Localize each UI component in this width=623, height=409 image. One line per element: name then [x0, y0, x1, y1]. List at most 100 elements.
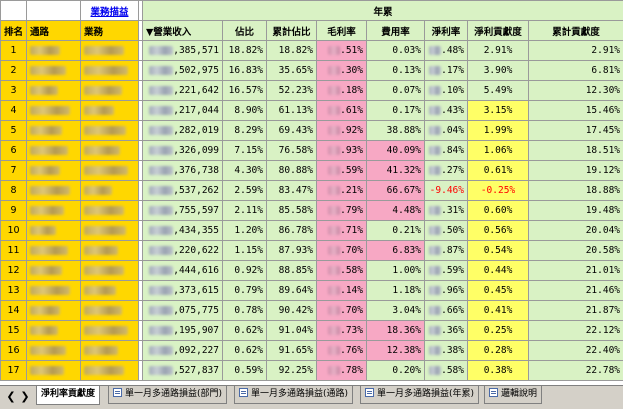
net-rate-cell[interactable]: .84% [424, 140, 468, 161]
channel-cell[interactable] [26, 320, 81, 341]
expense-rate-cell[interactable]: 18.36% [366, 320, 425, 341]
cum-contrib-cell[interactable]: 18.88% [527, 180, 623, 201]
net-rate-cell[interactable]: .17% [424, 60, 468, 81]
cum-contrib-cell[interactable]: 20.58% [527, 240, 623, 261]
net-contrib-cell[interactable]: 0.41% [467, 300, 529, 321]
cum-contrib-cell[interactable]: 21.46% [527, 280, 623, 301]
cum-ratio-cell[interactable]: 89.64% [266, 280, 317, 301]
ratio-cell[interactable]: 0.62% [222, 340, 267, 361]
rank-cell[interactable]: 12 [0, 260, 27, 281]
ratio-cell[interactable]: 0.79% [222, 280, 267, 301]
gross-margin-cell[interactable]: .92% [316, 120, 367, 141]
gross-margin-cell[interactable]: .76% [316, 340, 367, 361]
expense-rate-cell[interactable]: 6.83% [366, 240, 425, 261]
gross-margin-cell[interactable]: .14% [316, 280, 367, 301]
ratio-cell[interactable]: 4.30% [222, 160, 267, 181]
expense-rate-cell[interactable]: 0.20% [366, 360, 425, 381]
expense-rate-cell[interactable]: 1.00% [366, 260, 425, 281]
cum-ratio-cell[interactable]: 52.23% [266, 80, 317, 101]
cum-contrib-cell[interactable]: 20.04% [527, 220, 623, 241]
net-rate-cell[interactable]: .58% [424, 360, 468, 381]
net-contrib-cell[interactable]: 0.28% [467, 340, 529, 361]
revenue-cell[interactable]: ,502,975 [142, 60, 223, 81]
net-contrib-cell[interactable]: 3.15% [467, 100, 529, 121]
biz-cell[interactable] [80, 340, 139, 361]
tab-channel[interactable]: 單一月多通路損益(通路) [234, 386, 354, 404]
expense-rate-cell[interactable]: 38.88% [366, 120, 425, 141]
gross-margin-cell[interactable]: .61% [316, 100, 367, 121]
gross-margin-cell[interactable]: .58% [316, 260, 367, 281]
biz-cell[interactable] [80, 200, 139, 221]
rank-cell[interactable]: 3 [0, 80, 27, 101]
channel-cell[interactable] [26, 100, 81, 121]
cum-ratio-cell[interactable]: 18.82% [266, 40, 317, 61]
expense-rate-cell[interactable]: 3.04% [366, 300, 425, 321]
cum-contrib-cell[interactable]: 22.40% [527, 340, 623, 361]
revenue-cell[interactable]: ,217,044 [142, 100, 223, 121]
net-rate-cell[interactable]: .31% [424, 200, 468, 221]
rank-cell[interactable]: 17 [0, 360, 27, 381]
channel-cell[interactable] [26, 60, 81, 81]
net-contrib-cell[interactable]: -0.25% [467, 180, 529, 201]
cum-ratio-cell[interactable]: 90.42% [266, 300, 317, 321]
net-rate-cell[interactable]: .50% [424, 220, 468, 241]
gross-margin-header[interactable]: 毛利率 [316, 20, 367, 41]
channel-header[interactable]: 通路 [26, 20, 81, 41]
cum-ratio-cell[interactable]: 92.25% [266, 360, 317, 381]
channel-cell[interactable] [26, 360, 81, 381]
expense-rate-cell[interactable]: 0.21% [366, 220, 425, 241]
tab-department[interactable]: 單一月多通路損益(部門) [108, 386, 228, 404]
channel-cell[interactable] [26, 80, 81, 101]
biz-cell[interactable] [80, 180, 139, 201]
gross-margin-cell[interactable]: .71% [316, 220, 367, 241]
biz-cell[interactable] [80, 360, 139, 381]
gross-margin-cell[interactable]: .79% [316, 200, 367, 221]
revenue-cell[interactable]: ,527,837 [142, 360, 223, 381]
ratio-cell[interactable]: 8.90% [222, 100, 267, 121]
cum-contrib-cell[interactable]: 2.91% [527, 40, 623, 61]
ratio-cell[interactable]: 7.15% [222, 140, 267, 161]
biz-cell[interactable] [80, 100, 139, 121]
gross-margin-cell[interactable]: .30% [316, 60, 367, 81]
channel-cell[interactable] [26, 280, 81, 301]
net-rate-cell[interactable]: .36% [424, 320, 468, 341]
expense-rate-cell[interactable]: 41.32% [366, 160, 425, 181]
expense-rate-cell[interactable]: 0.17% [366, 100, 425, 121]
net-contrib-cell[interactable]: 0.60% [467, 200, 529, 221]
gross-margin-cell[interactable]: .93% [316, 140, 367, 161]
ratio-header[interactable]: 佔比 [222, 20, 267, 41]
channel-cell[interactable] [26, 120, 81, 141]
year-title[interactable]: 年累 [141, 0, 623, 21]
biz-cell[interactable] [80, 40, 139, 61]
rank-cell[interactable]: 10 [0, 220, 27, 241]
rank-cell[interactable]: 8 [0, 180, 27, 201]
tab-net-contribution[interactable]: 淨利率貢獻度 [36, 386, 101, 405]
cum-contrib-cell[interactable]: 6.81% [527, 60, 623, 81]
ratio-cell[interactable]: 18.82% [222, 40, 267, 61]
net-rate-header[interactable]: 淨利率 [424, 20, 468, 41]
channel-cell[interactable] [26, 220, 81, 241]
biz-link-text[interactable]: 業務描益 [90, 6, 129, 18]
expense-rate-cell[interactable]: 0.13% [366, 60, 425, 81]
expense-rate-cell[interactable]: 40.09% [366, 140, 425, 161]
net-contrib-cell[interactable]: 0.54% [467, 240, 529, 261]
net-contrib-cell[interactable]: 5.49% [467, 80, 529, 101]
expense-rate-cell[interactable]: 0.03% [366, 40, 425, 61]
net-rate-cell[interactable]: .48% [424, 40, 468, 61]
expense-rate-cell[interactable]: 1.18% [366, 280, 425, 301]
revenue-cell[interactable]: ,434,355 [142, 220, 223, 241]
net-rate-cell[interactable]: .43% [424, 100, 468, 121]
cum-contrib-cell[interactable]: 15.46% [527, 100, 623, 121]
cum-ratio-cell[interactable]: 76.58% [266, 140, 317, 161]
revenue-cell[interactable]: ,373,615 [142, 280, 223, 301]
biz-cell[interactable] [80, 160, 139, 181]
gross-margin-cell[interactable]: .70% [316, 240, 367, 261]
cum-ratio-cell[interactable]: 87.93% [266, 240, 317, 261]
cum-contrib-cell[interactable]: 21.87% [527, 300, 623, 321]
cum-contrib-cell[interactable]: 21.01% [527, 260, 623, 281]
channel-cell[interactable] [26, 40, 81, 61]
ratio-cell[interactable]: 0.62% [222, 320, 267, 341]
ratio-cell[interactable]: 2.59% [222, 180, 267, 201]
biz-cell[interactable] [80, 260, 139, 281]
ratio-cell[interactable]: 0.92% [222, 260, 267, 281]
